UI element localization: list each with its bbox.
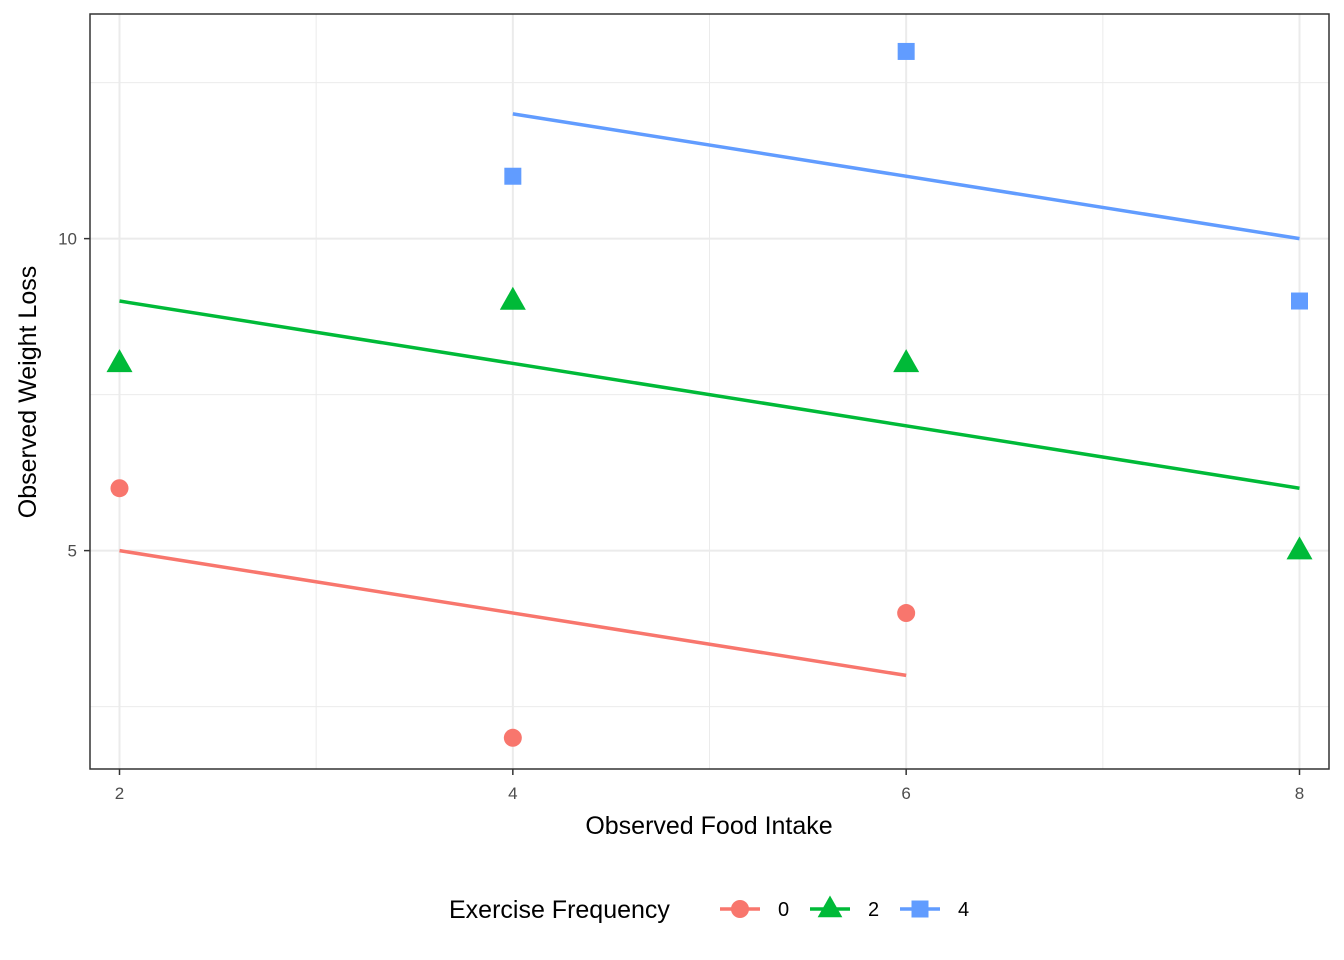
point-series-2 bbox=[106, 349, 133, 373]
legend-label-2: 2 bbox=[868, 899, 879, 921]
legend-key-2 bbox=[810, 895, 850, 918]
legend-label-4: 4 bbox=[958, 899, 969, 921]
major-gridlines bbox=[90, 14, 1329, 769]
legend-label-0: 0 bbox=[778, 899, 789, 921]
minor-gridlines bbox=[90, 14, 1329, 769]
fit-line-series-4 bbox=[512, 112, 1300, 241]
point-series-0 bbox=[110, 479, 129, 498]
fit-line-series-0 bbox=[119, 548, 907, 678]
y-tick-label: 10 bbox=[58, 230, 77, 249]
fit-line-series-2 bbox=[119, 299, 1300, 490]
legend-key-marker bbox=[731, 900, 749, 918]
y-axis-title: Observed Weight Loss bbox=[14, 266, 42, 518]
legend-key-0 bbox=[720, 900, 760, 918]
point-series-4 bbox=[1291, 292, 1308, 310]
y-axis-ticks: 5 10 bbox=[58, 230, 90, 561]
point-series-2 bbox=[893, 349, 920, 373]
legend-key-4 bbox=[900, 900, 940, 918]
point-series-0 bbox=[503, 728, 522, 747]
x-axis-title: Observed Food Intake bbox=[585, 812, 832, 840]
x-tick-label: 2 bbox=[115, 784, 124, 803]
fit-lines bbox=[119, 112, 1300, 678]
legend-key-marker bbox=[911, 900, 929, 918]
legend-key-marker bbox=[817, 895, 843, 918]
x-tick-label: 4 bbox=[508, 784, 517, 803]
y-tick-label: 5 bbox=[68, 542, 77, 561]
x-tick-label: 6 bbox=[901, 784, 910, 803]
point-series-2 bbox=[499, 286, 526, 310]
data-points bbox=[106, 42, 1313, 747]
legend-title: Exercise Frequency bbox=[449, 896, 670, 924]
point-series-4 bbox=[504, 167, 522, 185]
point-series-4 bbox=[897, 42, 915, 60]
x-axis-ticks: 2 4 6 8 bbox=[115, 769, 1304, 803]
panel-border bbox=[89, 13, 1330, 770]
legend: Exercise Frequency 0 2 4 bbox=[449, 895, 969, 924]
point-series-0 bbox=[897, 604, 916, 623]
point-series-2 bbox=[1286, 536, 1313, 560]
x-tick-label: 8 bbox=[1295, 784, 1304, 803]
